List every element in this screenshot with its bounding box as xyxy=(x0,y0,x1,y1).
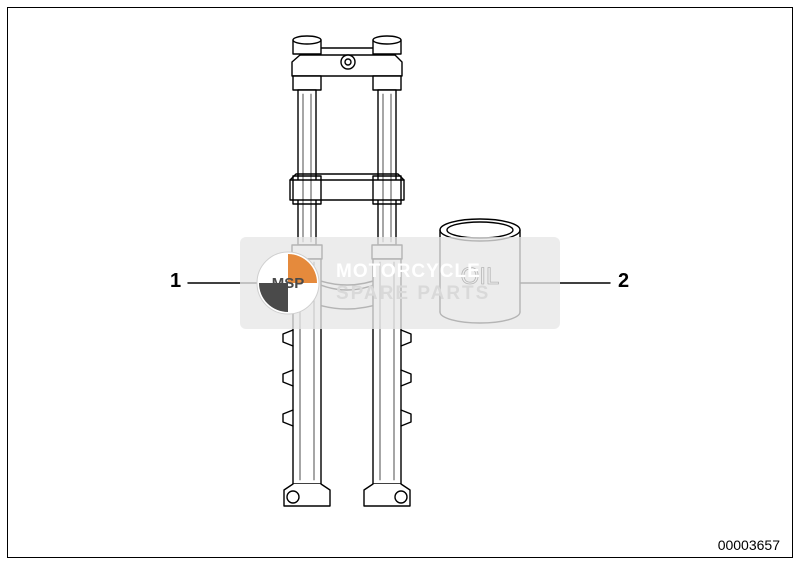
svg-text:MSP: MSP xyxy=(272,275,305,292)
watermark-overlay: MSP MOTORCYCLE SPARE PARTS xyxy=(240,237,560,329)
watermark-line1: MOTORCYCLE xyxy=(336,261,490,283)
callout-1[interactable]: 1 xyxy=(170,270,181,293)
diagram-part-number: 00003657 xyxy=(718,537,780,553)
watermark-line2: SPARE PARTS xyxy=(336,283,490,305)
callout-2[interactable]: 2 xyxy=(618,270,629,293)
msp-logo-icon: MSP xyxy=(256,251,320,315)
